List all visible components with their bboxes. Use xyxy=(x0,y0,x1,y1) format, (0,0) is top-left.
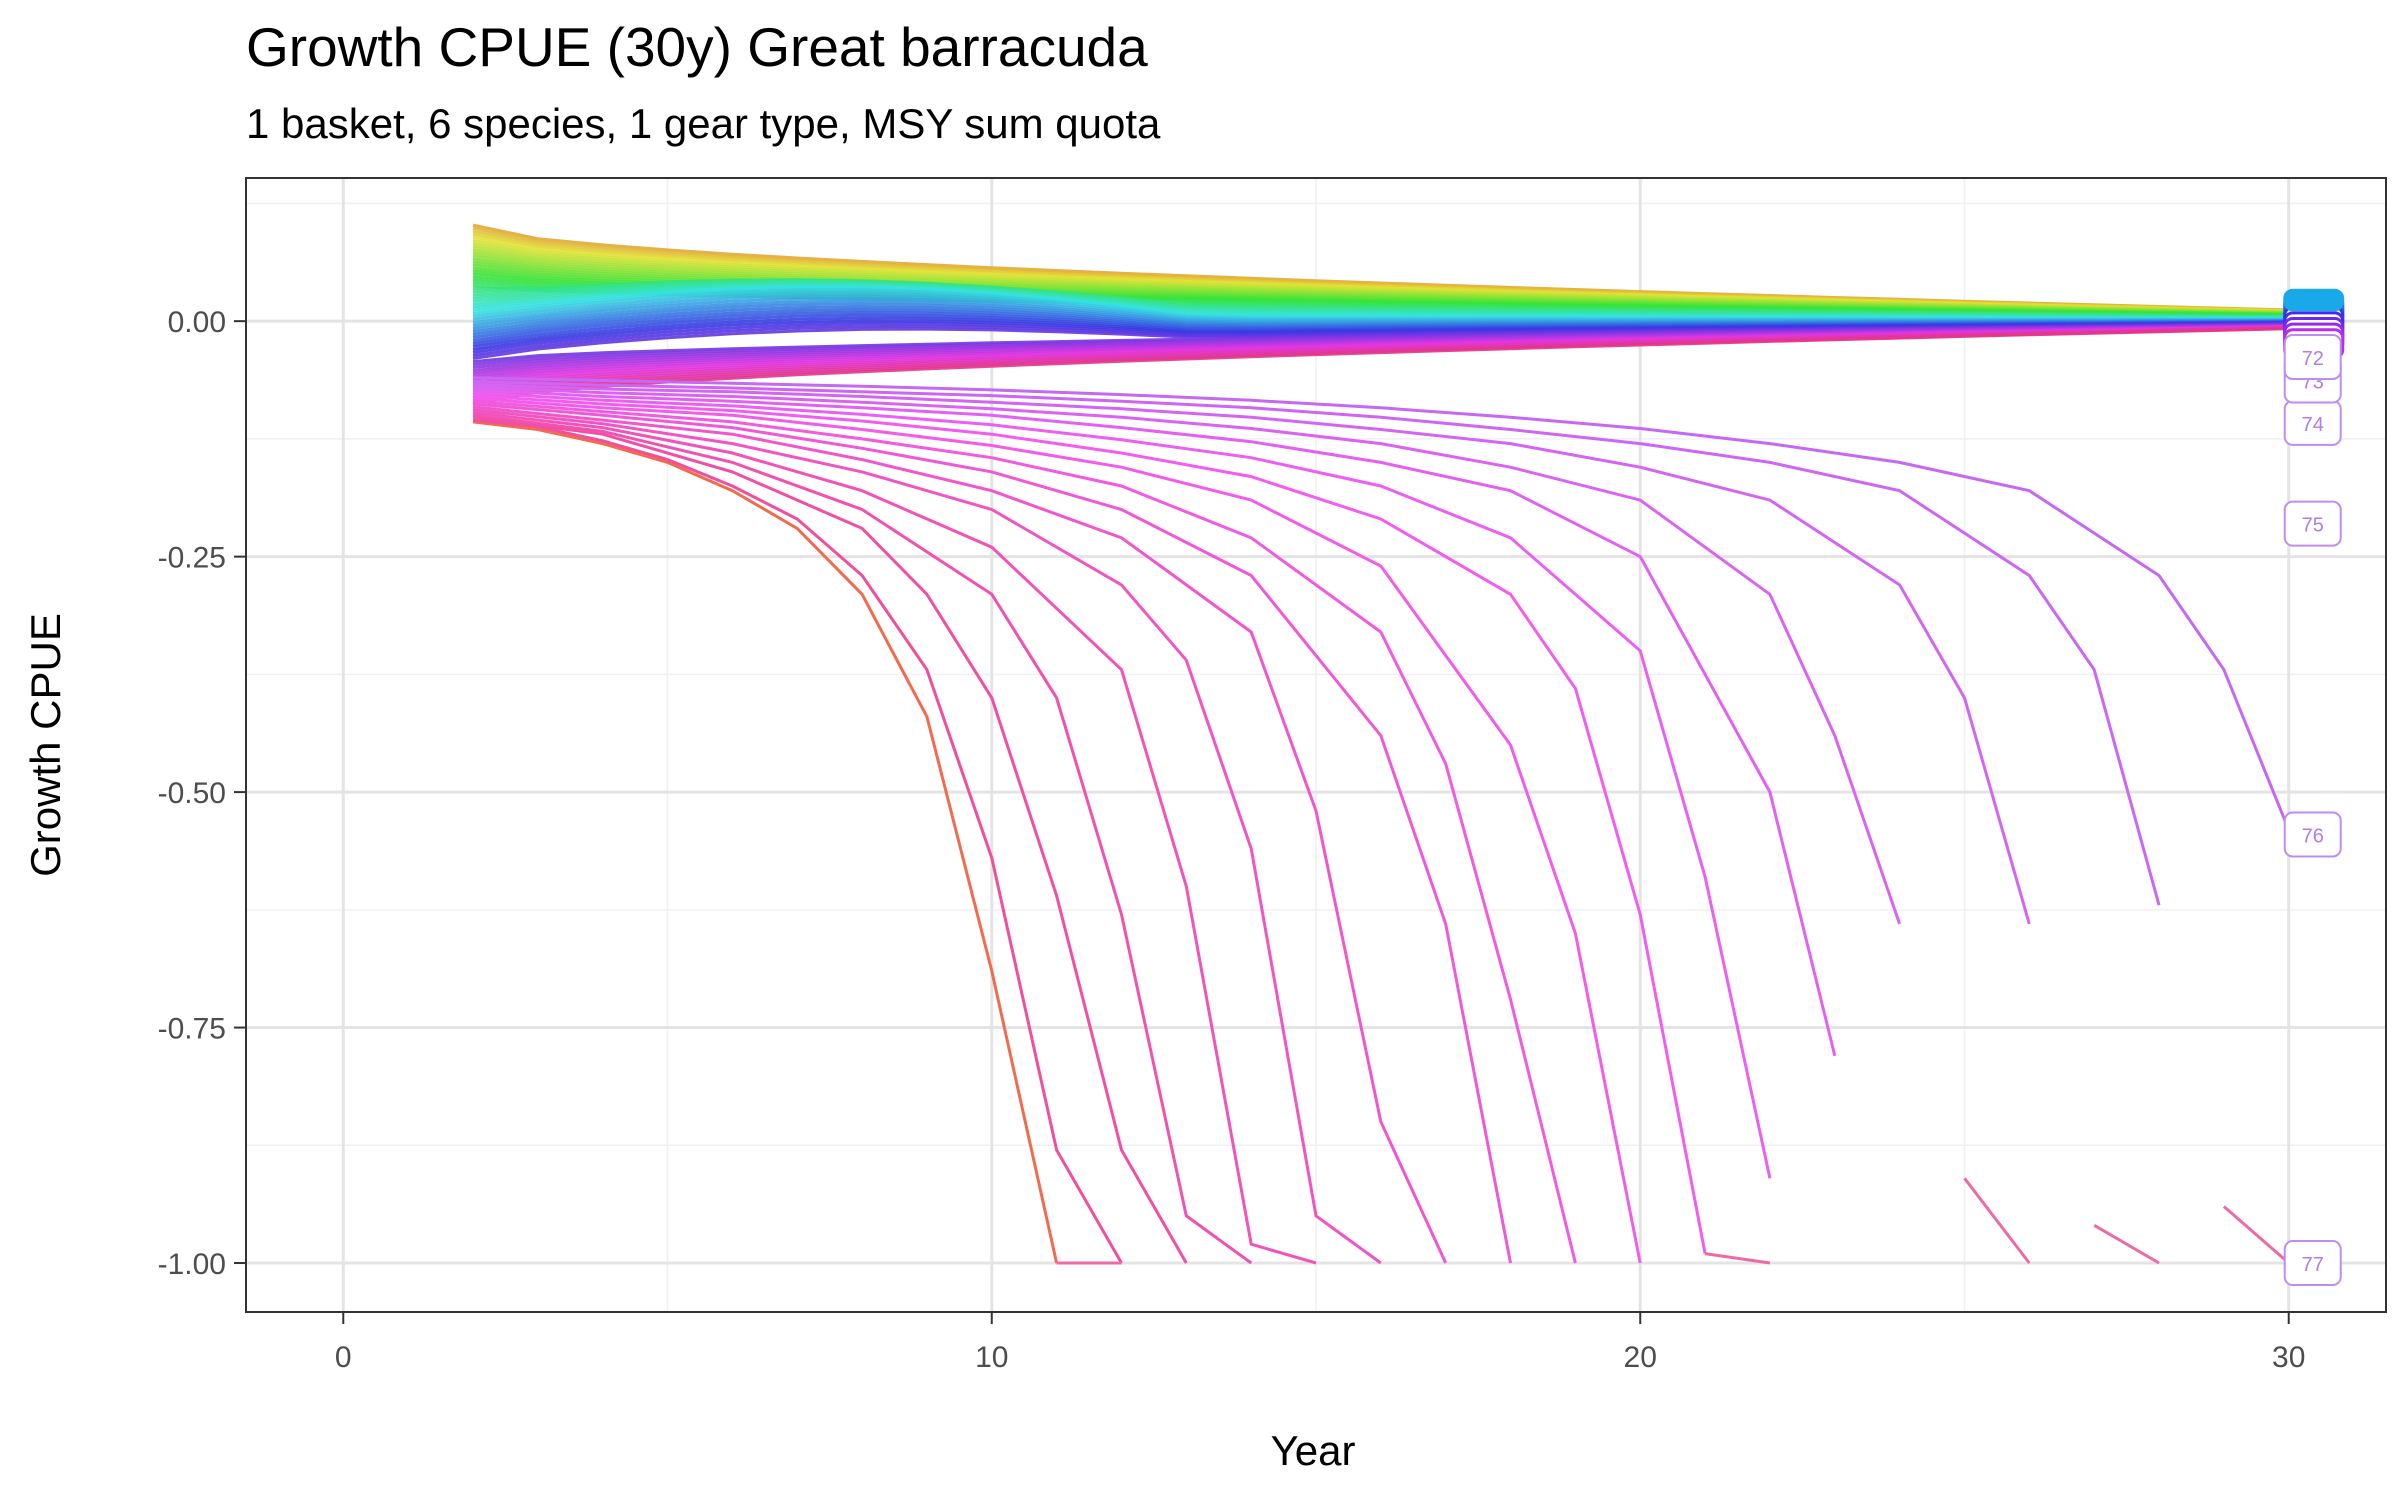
label-badge xyxy=(2283,1240,2342,1287)
collapse-series-tail xyxy=(1963,1177,2031,1264)
collapse-series-line xyxy=(472,394,1707,1254)
collapse-series-line xyxy=(472,413,1253,1265)
collapse-series-line xyxy=(472,385,1902,925)
label-badge-text: 77 xyxy=(2302,1254,2324,1276)
collapse-series-line xyxy=(472,415,1188,1264)
collapse-series-line xyxy=(472,382,2031,925)
y-tick-label: -0.50 xyxy=(158,777,226,810)
collapse-series-line xyxy=(472,420,1059,1264)
label-badge-text: 74 xyxy=(2302,414,2324,436)
collapse-series-layer xyxy=(472,376,2291,1265)
collapse-series-line xyxy=(472,408,1382,1265)
grid-layer xyxy=(246,178,2386,1312)
label-badge-cluster-top xyxy=(2283,289,2344,312)
collapse-series-line xyxy=(472,391,1772,1179)
collapse-series-line xyxy=(472,399,1577,1264)
label-badge-text: 76 xyxy=(2302,825,2324,847)
y-tick-label: -0.25 xyxy=(158,542,226,575)
x-tick-label: 20 xyxy=(1624,1341,1657,1374)
collapse-series-tail xyxy=(2093,1224,2160,1265)
label-badge xyxy=(2283,500,2342,547)
collapse-series-tail xyxy=(1704,1252,1771,1265)
stable-series-fan xyxy=(472,223,2289,406)
x-tick-label: 30 xyxy=(2272,1341,2305,1374)
collapse-series-line xyxy=(472,411,1317,1265)
plot-border xyxy=(245,177,2387,1313)
collapse-series-line xyxy=(472,396,1642,1264)
label-badge xyxy=(2283,333,2342,380)
collapse-series-line xyxy=(472,418,1123,1264)
y-tick-label: 0.00 xyxy=(168,306,226,339)
axis-ticks: 0 10 20 30 0.00 -0.25 -0.50 -0.75 -1.00 xyxy=(158,306,2306,1374)
collapse-series-line xyxy=(472,376,2291,831)
x-tick-label: 0 xyxy=(335,1341,352,1374)
y-tick-label: -0.75 xyxy=(158,1013,226,1046)
y-tick-label: -1.00 xyxy=(158,1248,226,1281)
y-axis-title: Growth CPUE xyxy=(22,613,69,877)
x-tick-label: 10 xyxy=(975,1341,1008,1374)
chart-title: Growth CPUE (30y) Great barracuda xyxy=(246,16,1148,78)
collapse-series-line xyxy=(472,405,1448,1264)
chart-subtitle: 1 basket, 6 species, 1 gear type, MSY su… xyxy=(246,100,1161,147)
label-badge-text: 75 xyxy=(2302,515,2324,537)
collapse-series-line xyxy=(472,402,1512,1264)
collapse-series-line xyxy=(472,388,1837,1057)
fan-series-line xyxy=(472,327,2289,406)
x-axis-title: Year xyxy=(1271,1427,1356,1474)
collapse-series-tail xyxy=(2222,1205,2290,1265)
collapse-series-line xyxy=(472,379,2161,906)
label-badge-text: 72 xyxy=(2302,348,2324,370)
label-badge xyxy=(2283,811,2342,858)
